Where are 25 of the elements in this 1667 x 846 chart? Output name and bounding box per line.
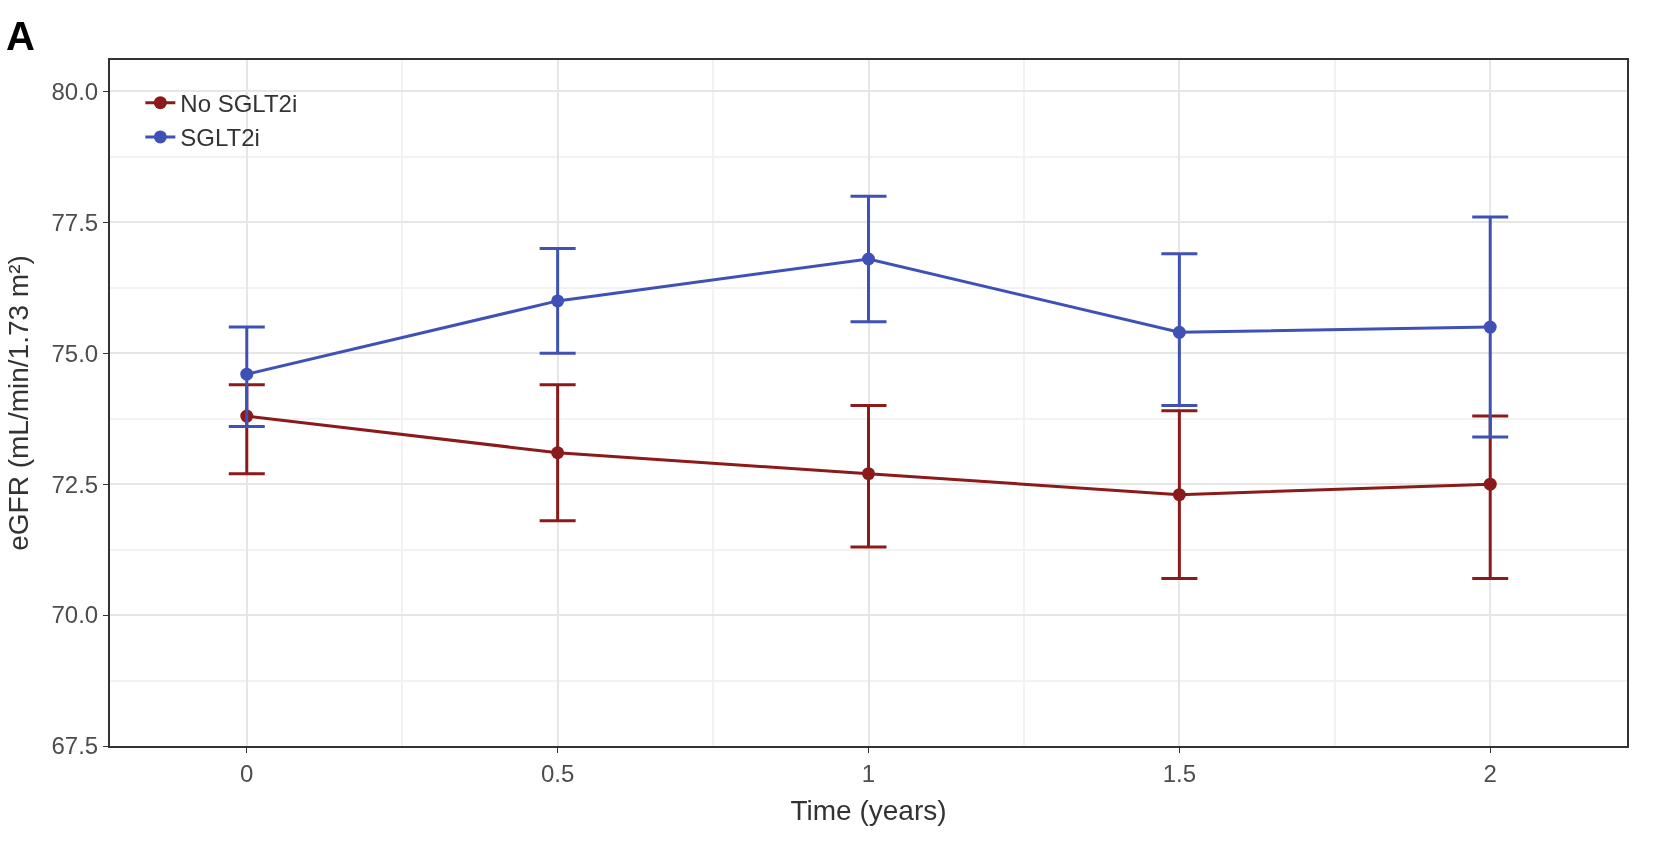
point <box>1172 325 1186 339</box>
point <box>862 252 875 266</box>
y-tick-label: 72.5 <box>51 470 99 498</box>
x-tick-label: 1.5 <box>1162 759 1197 787</box>
point <box>551 294 565 308</box>
x-axis-title: Time (years) <box>790 795 947 827</box>
legend-label: SGLT2i <box>180 124 260 152</box>
x-tick-label: 1 <box>861 759 876 787</box>
y-tick-label: 80.0 <box>51 77 99 105</box>
y-tick-label: 70.0 <box>51 601 99 629</box>
x-tick-label: 2 <box>1483 759 1497 787</box>
legend-label: No SGLT2i <box>180 90 298 118</box>
y-tick-label: 77.5 <box>51 208 99 236</box>
x-tick-label: 0 <box>240 759 254 787</box>
y-tick-label: 67.5 <box>51 732 99 760</box>
y-tick-label: 75.0 <box>51 339 99 367</box>
point <box>1483 477 1497 491</box>
point <box>240 367 254 381</box>
point <box>862 467 875 481</box>
text: A <box>6 14 35 58</box>
point <box>1172 488 1186 502</box>
point <box>1483 320 1497 334</box>
x-tick-label: 0.5 <box>540 759 575 787</box>
point <box>551 446 565 460</box>
y-axis-title: eGFR (mL/min/1.73 m²) <box>2 255 34 551</box>
